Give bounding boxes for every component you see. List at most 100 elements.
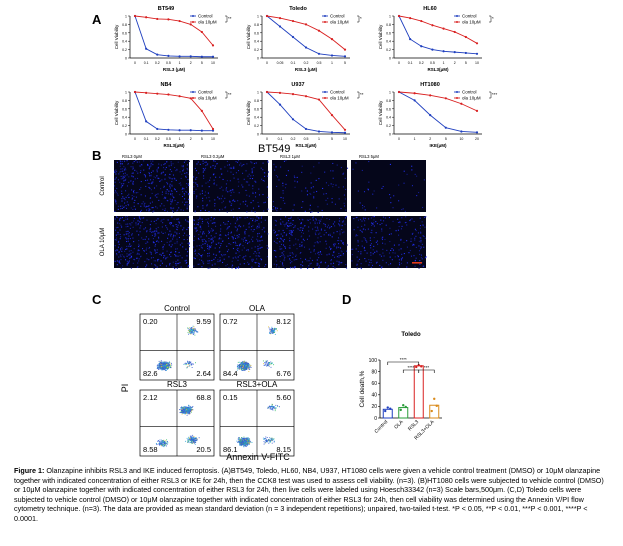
cell-dot: [338, 246, 340, 248]
cell-dot: [171, 201, 173, 203]
cell-dot: [158, 177, 160, 180]
cell-dot: [172, 207, 174, 209]
cell-dot: [151, 207, 153, 209]
cell-dot: [245, 170, 247, 172]
event-dot: [188, 362, 190, 364]
series-point: [189, 55, 192, 58]
cell-dot: [157, 167, 159, 169]
cell-dot: [242, 239, 244, 241]
cell-dot: [165, 190, 167, 193]
cell-dot: [196, 176, 198, 179]
cell-dot: [157, 260, 159, 262]
cell-dot: [339, 234, 341, 236]
cell-dot: [197, 161, 199, 163]
cell-dot: [379, 254, 381, 256]
sig-bracket: [489, 91, 492, 99]
event-dot: [265, 361, 267, 363]
cell-dot: [244, 241, 247, 243]
row-label: OLA 10μM: [100, 228, 106, 256]
cell-dot: [160, 254, 162, 256]
cell-dot: [293, 259, 295, 261]
cell-dot: [163, 205, 165, 207]
event-dot: [194, 334, 196, 336]
cell-dot: [297, 239, 299, 241]
cell-dot: [312, 267, 314, 269]
event-dot: [238, 367, 240, 369]
cell-dot: [196, 195, 198, 197]
event-dot: [189, 329, 190, 331]
quadrant-value: 82.6: [143, 369, 158, 378]
cell-dot: [121, 217, 124, 219]
cell-dot: [132, 190, 135, 192]
cell-dot: [200, 236, 202, 238]
event-dot: [181, 409, 183, 411]
cell-dot: [171, 193, 173, 195]
cell-dot: [140, 205, 142, 207]
cell-dot: [118, 173, 120, 175]
cell-dot: [215, 243, 217, 245]
event-dot: [243, 368, 245, 370]
cell-dot: [233, 234, 236, 236]
cell-dot: [198, 238, 200, 241]
event-dot: [243, 436, 245, 438]
event-dot: [158, 368, 160, 370]
cell-dot: [215, 176, 217, 178]
cell-dot: [372, 193, 374, 195]
cell-dot: [167, 237, 169, 239]
event-dot: [270, 330, 272, 332]
cell-dot: [236, 244, 239, 247]
event-dot: [189, 405, 191, 407]
cell-dot: [141, 217, 143, 219]
cell-dot: [416, 175, 418, 177]
cell-dot: [238, 181, 240, 183]
cell-dot: [320, 228, 322, 230]
chart-title: BT549: [158, 6, 175, 12]
cell-dot: [420, 257, 422, 259]
cell-dot: [122, 168, 124, 170]
cell-dot: [252, 236, 254, 238]
cell-dot: [188, 243, 190, 245]
cell-dot: [251, 258, 253, 260]
event-dot: [186, 408, 188, 409]
cell-dot: [425, 216, 427, 218]
cell-dot: [243, 247, 245, 249]
cell-dot: [132, 197, 134, 199]
cell-dot: [206, 164, 208, 166]
event-dot: [166, 443, 168, 445]
cell-dot: [128, 176, 130, 178]
cell-dot: [163, 163, 165, 166]
event-dot: [273, 330, 275, 332]
cell-dot: [195, 188, 197, 190]
x-tick-label: 1: [443, 61, 445, 65]
cell-dot: [143, 205, 145, 207]
cell-dot: [294, 180, 296, 182]
cell-dot: [285, 174, 288, 177]
cell-dot: [201, 232, 204, 234]
cell-dot: [133, 195, 135, 198]
cell-dot: [311, 211, 313, 213]
event-dot: [186, 437, 188, 439]
event-dot: [272, 331, 274, 333]
cell-dot: [334, 203, 337, 205]
cell-dot: [207, 255, 209, 257]
event-dot: [182, 407, 184, 409]
cell-dot: [250, 161, 252, 163]
cell-dot: [186, 220, 188, 222]
event-dot: [245, 365, 247, 366]
y-tick-label: 0.2: [122, 48, 127, 52]
cell-dot: [137, 222, 139, 225]
cell-dot: [175, 251, 177, 253]
event-dot: [194, 440, 196, 442]
cell-dot: [138, 249, 140, 251]
cell-dot: [178, 182, 180, 185]
cell-dot: [301, 165, 303, 167]
event-dot: [246, 366, 248, 368]
cell-dot: [127, 203, 129, 205]
cell-dot: [207, 163, 209, 165]
event-dot: [181, 407, 183, 409]
cell-dot: [332, 162, 334, 165]
cell-dot: [315, 218, 317, 220]
event-dot: [272, 328, 274, 330]
cell-dot: [120, 161, 122, 163]
cell-dot: [326, 267, 328, 269]
